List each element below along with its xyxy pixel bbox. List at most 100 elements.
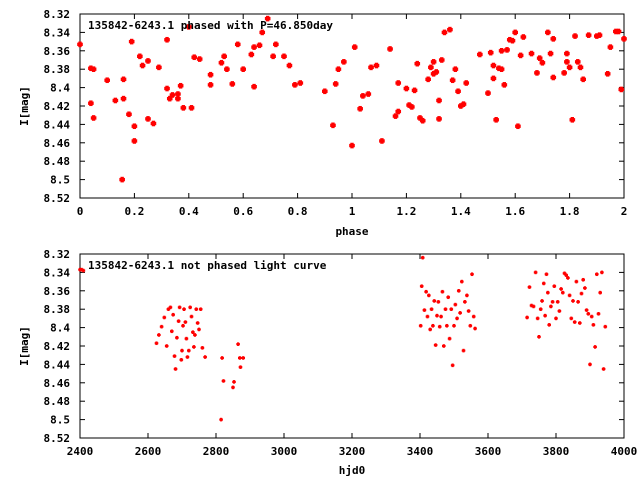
data-point	[463, 80, 470, 86]
data-point	[197, 327, 201, 332]
data-point	[183, 320, 188, 324]
data-point	[447, 26, 453, 33]
data-point	[449, 77, 456, 84]
data-point	[544, 272, 549, 277]
data-point	[436, 116, 442, 122]
data-point	[166, 307, 171, 311]
data-point	[460, 101, 467, 107]
data-point	[455, 316, 459, 321]
data-point	[433, 343, 438, 347]
data-point	[431, 323, 435, 328]
data-point	[588, 362, 592, 367]
x-tick-label: 2800	[203, 445, 230, 458]
data-point	[598, 290, 602, 295]
data-point	[177, 305, 182, 310]
data-point	[420, 255, 425, 260]
data-point	[436, 300, 441, 304]
y-tick-label: 8.44	[44, 118, 71, 131]
plot-frame	[79, 253, 625, 439]
y-tick-label: 8.48	[44, 395, 71, 408]
data-point	[550, 300, 555, 304]
data-point	[566, 276, 570, 280]
x-tick-label: 4000	[611, 445, 638, 458]
data-point	[539, 59, 546, 66]
data-point	[501, 82, 508, 88]
data-point	[572, 320, 577, 324]
data-point	[493, 117, 499, 123]
data-point	[618, 86, 625, 93]
data-point	[189, 314, 194, 319]
x-tick-label: 2600	[135, 445, 162, 458]
data-point	[251, 83, 257, 90]
data-point	[466, 309, 471, 313]
data-point	[240, 66, 246, 72]
data-point	[131, 123, 138, 130]
chart-title: 135842-6243.1 not phased light curve	[88, 259, 327, 272]
data-point	[567, 293, 572, 298]
data-point	[131, 138, 138, 144]
y-tick-label: 8.42	[44, 100, 71, 113]
data-point	[435, 313, 439, 318]
x-tick-label: 0.6	[233, 205, 253, 218]
data-point	[232, 380, 236, 384]
data-point	[589, 314, 594, 319]
data-point	[154, 341, 159, 346]
data-point	[541, 281, 546, 286]
data-point	[485, 90, 491, 96]
data-point	[452, 323, 456, 328]
data-point	[554, 316, 558, 321]
data-point	[557, 309, 562, 313]
x-tick-labels: 0 0.2 0.4 0.6 0.8 1 1.2 1.4 1.6 1.8 2	[77, 205, 628, 218]
data-point	[596, 312, 601, 316]
data-point	[441, 29, 448, 36]
data-point	[411, 87, 418, 94]
x-tick-label: 2400	[67, 445, 94, 458]
data-point	[365, 91, 372, 97]
data-point	[177, 82, 184, 89]
data-point	[187, 348, 191, 353]
data-point	[432, 299, 437, 303]
data-point	[126, 111, 132, 118]
data-point	[392, 113, 399, 119]
chart-title: 135842-6243.1 phased with P=46.850day	[88, 19, 333, 32]
data-point	[604, 71, 611, 77]
x-tick-label: 1	[349, 205, 356, 218]
data-point	[591, 323, 596, 327]
data-point	[137, 53, 143, 60]
data-point	[529, 303, 534, 308]
data-point	[273, 41, 279, 48]
data-point	[188, 305, 192, 310]
data-point	[552, 284, 557, 288]
data-point	[425, 76, 431, 83]
x-tick-label: 3600	[475, 445, 502, 458]
data-point	[512, 29, 518, 36]
data-point	[139, 62, 146, 69]
data-point	[181, 323, 185, 328]
y-tick-label: 8.44	[44, 358, 71, 371]
data-point	[549, 304, 553, 309]
x-axis-label: phase	[335, 225, 368, 238]
y-tick-label: 8.52	[44, 432, 71, 445]
data-point	[193, 333, 197, 337]
data-point	[248, 51, 255, 58]
data-point	[176, 319, 181, 323]
data-point	[545, 29, 551, 36]
y-tick-label: 8.38	[44, 303, 71, 316]
data-point	[81, 268, 86, 273]
data-point	[468, 323, 473, 328]
data-point	[569, 316, 574, 321]
data-point	[236, 342, 240, 346]
data-point	[180, 105, 187, 111]
data-points	[78, 255, 608, 422]
data-point	[297, 80, 304, 86]
data-point	[417, 115, 423, 121]
data-point	[220, 356, 224, 360]
data-point	[504, 47, 510, 53]
y-tick-label: 8.46	[44, 377, 71, 390]
x-tick-label: 3000	[271, 445, 298, 458]
y-tick-label: 8.32	[44, 8, 71, 21]
data-point	[470, 272, 474, 277]
data-point	[576, 300, 580, 304]
data-point	[351, 44, 358, 50]
x-tick-label: 3800	[543, 445, 570, 458]
